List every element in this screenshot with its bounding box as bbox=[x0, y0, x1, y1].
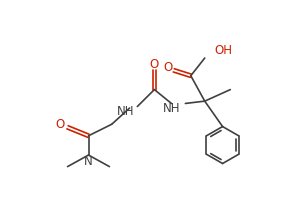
Text: OH: OH bbox=[215, 44, 233, 57]
Text: O: O bbox=[163, 61, 172, 74]
Text: O: O bbox=[150, 58, 159, 71]
Text: NH: NH bbox=[163, 102, 180, 115]
Text: N: N bbox=[84, 155, 93, 168]
Text: O: O bbox=[55, 118, 64, 131]
Text: NH: NH bbox=[117, 106, 135, 118]
